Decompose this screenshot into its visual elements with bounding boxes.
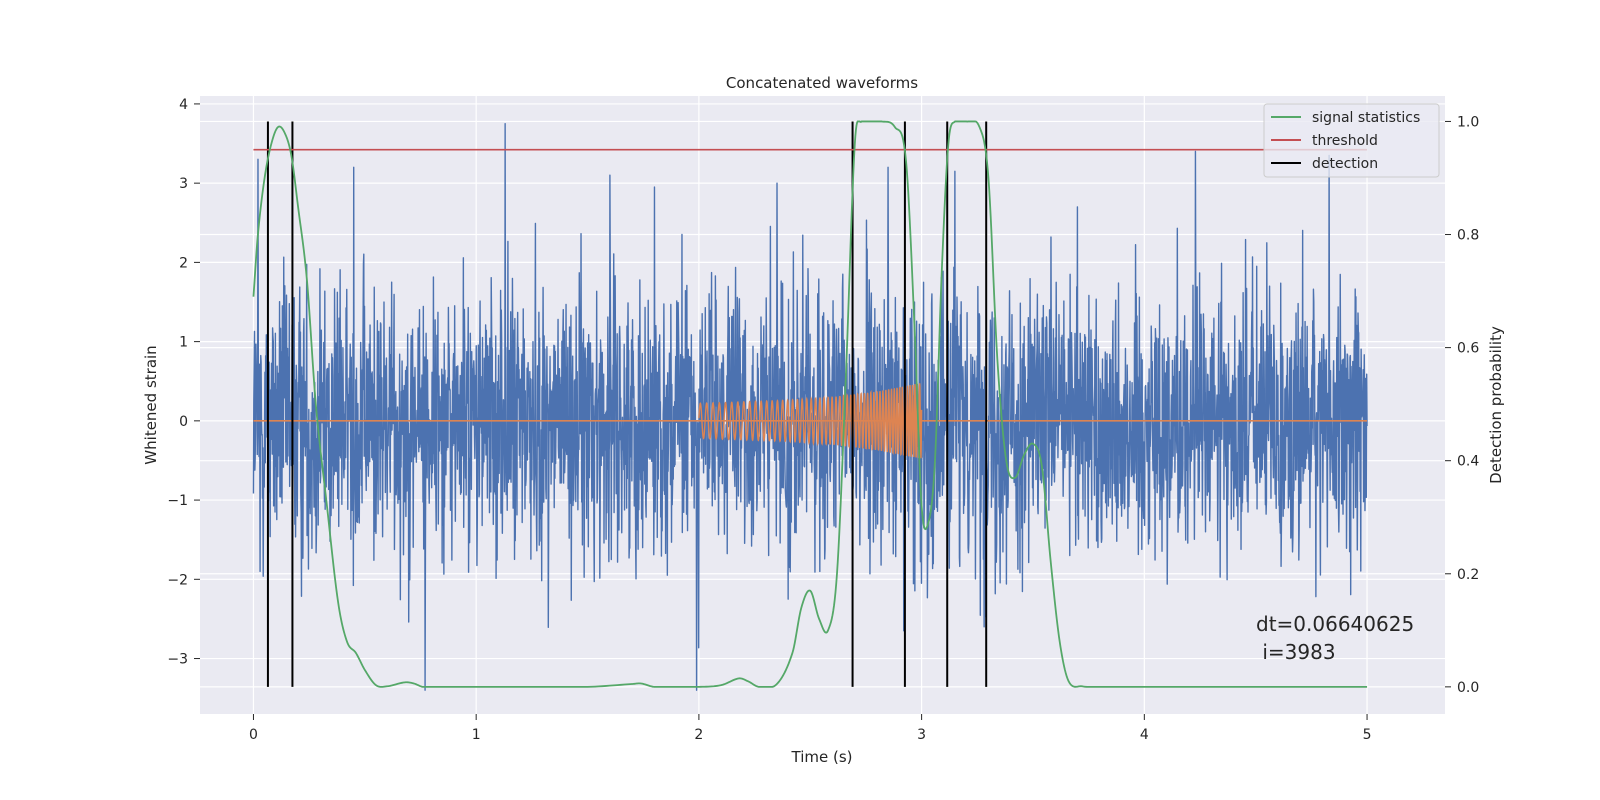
signal-statistics-line xyxy=(252,120,1368,688)
x-tick-label: 1 xyxy=(472,727,481,743)
chart-title: Concatenated waveforms xyxy=(726,74,918,92)
y2-tick-label: 0.2 xyxy=(1457,567,1479,583)
annotation: dt=0.06640625 i=3983 xyxy=(1256,612,1414,664)
y2-tick-label: 1.0 xyxy=(1457,114,1479,130)
noise-series-line xyxy=(252,123,1368,691)
y-tick-label: 2 xyxy=(179,255,188,271)
y2-tick-label: 0.6 xyxy=(1457,341,1479,357)
legend-label-signal-statistics: signal statistics xyxy=(1312,110,1420,126)
y2-tick-label: 0.0 xyxy=(1457,680,1479,696)
y-tick-label: 4 xyxy=(179,97,188,113)
x-tick-label: 2 xyxy=(694,727,703,743)
legend-label-threshold: threshold xyxy=(1312,133,1378,149)
x-tick-label: 5 xyxy=(1363,727,1372,743)
legend-frame xyxy=(1263,103,1440,178)
tick-labels: 0 1 2 3 4 5 −3 −2 −1 0 1 2 3 4 0.0 0.2 0.4 0.6 0.8 1.0 xyxy=(167,97,1479,743)
series-layer xyxy=(252,120,1368,691)
legend: signal statistics threshold detection xyxy=(1263,103,1440,178)
y-tick-label: 1 xyxy=(179,335,188,351)
annotation-i: i=3983 xyxy=(1256,640,1336,664)
legend-item-signal-statistics: signal statistics xyxy=(1271,110,1420,126)
y-axis-label: Whitened strain xyxy=(142,345,160,464)
annotation-dt: dt=0.06640625 xyxy=(1256,612,1414,636)
y2-tick-label: 0.8 xyxy=(1457,228,1479,244)
legend-item-threshold: threshold xyxy=(1271,133,1378,149)
y2-axis-label: Detection probability xyxy=(1487,326,1505,484)
waveform-series-line xyxy=(698,383,923,459)
y-tick-label: −3 xyxy=(167,652,188,668)
y-tick-label: 3 xyxy=(179,176,188,192)
x-tick-label: 0 xyxy=(249,727,258,743)
legend-label-detection: detection xyxy=(1312,156,1378,172)
legend-item-detection: detection xyxy=(1271,156,1378,172)
y-tick-label: −1 xyxy=(167,493,188,509)
x-axis-label: Time (s) xyxy=(791,748,853,766)
x-tick-label: 3 xyxy=(917,727,926,743)
x-tick-label: 4 xyxy=(1140,727,1149,743)
tick-marks xyxy=(194,103,1451,720)
y-tick-label: −2 xyxy=(167,572,188,588)
y-tick-label: 0 xyxy=(179,414,188,430)
y2-tick-label: 0.4 xyxy=(1457,454,1479,470)
